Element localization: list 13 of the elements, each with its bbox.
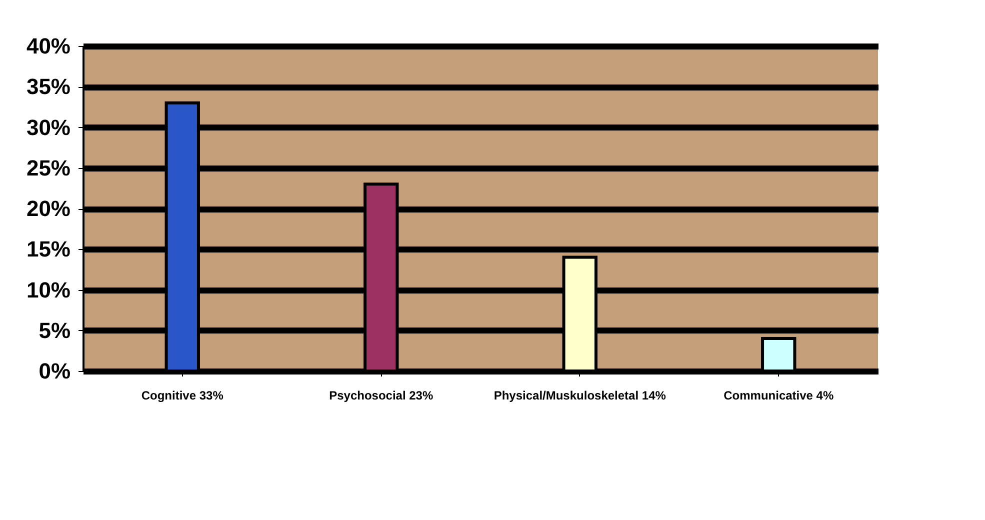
y-tick-label: 0%	[38, 358, 70, 384]
y-tick-label: 35%	[26, 74, 70, 100]
y-tick-label: 5%	[38, 318, 70, 343]
x-tick-label: Physical/Muskuloskeletal 14%	[494, 388, 666, 402]
y-tick-label: 30%	[26, 114, 70, 140]
y-tick-label: 10%	[26, 277, 70, 302]
y-tick-label: 15%	[26, 236, 70, 262]
x-tick-label: Cognitive 33%	[141, 388, 224, 402]
y-tick-label: 20%	[26, 196, 70, 221]
y-tick-label: 25%	[26, 155, 70, 180]
x-tick-label: Psychosocial 23%	[329, 388, 434, 402]
x-tick-label: Communicative 4%	[724, 388, 834, 402]
y-tick-label: 40%	[26, 34, 70, 58]
